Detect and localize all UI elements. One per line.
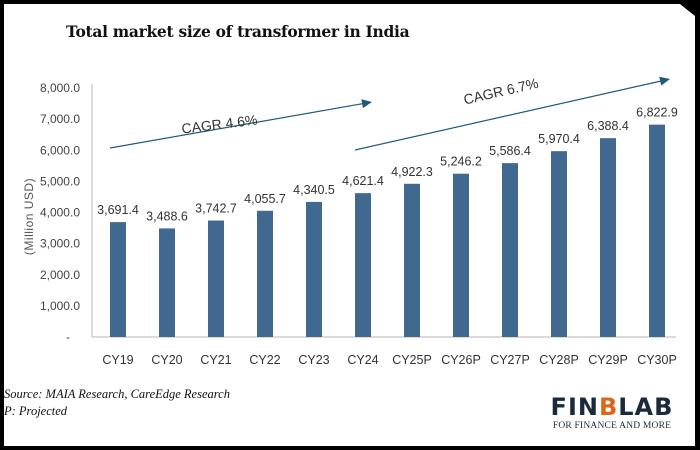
bar <box>355 193 371 337</box>
chart-title: Total market size of transformer in Indi… <box>66 22 410 41</box>
y-tick-label: 8,000.0 <box>40 81 80 95</box>
bar <box>159 228 175 337</box>
bar <box>649 124 665 337</box>
logo-part-lab: LAB <box>618 393 674 421</box>
cagr-arrow-2-line <box>354 79 665 151</box>
bar-value-label: 3,488.6 <box>146 209 188 223</box>
x-tick-label: CY29P <box>588 353 628 367</box>
plot-area: - 1,000.0 2,000.0 3,000.0 4,000.0 5,000.0 6,00… <box>22 75 678 367</box>
bar-value-label: 4,055.7 <box>244 192 286 206</box>
x-tick-label: CY24 <box>347 353 378 367</box>
y-axis-label: (Million USD) <box>22 178 36 255</box>
bar <box>551 151 567 337</box>
source-line: Source: MAIA Research, CareEdge Research <box>4 387 230 401</box>
bar-value-label: 4,621.4 <box>342 174 384 188</box>
y-tick-label: 3,000.0 <box>40 237 80 251</box>
bar <box>600 138 616 337</box>
cagr-arrow-1-head <box>361 99 372 109</box>
logo-wordmark: FINBLAB <box>532 395 692 419</box>
y-tick-label: 7,000.0 <box>40 112 80 126</box>
bar <box>208 220 224 337</box>
chart-panel <box>4 4 695 446</box>
bar-value-label: 4,922.3 <box>391 165 433 179</box>
projected-note: P: Projected <box>4 404 68 418</box>
y-tick-label: 6,000.0 <box>40 143 80 157</box>
x-tick-label: CY30P <box>637 353 677 367</box>
y-tick-label: 4,000.0 <box>40 206 80 220</box>
bar <box>453 173 469 337</box>
bar-value-label: 3,742.7 <box>195 202 237 216</box>
y-tick-label: 5,000.0 <box>40 174 80 188</box>
bar <box>306 201 322 337</box>
x-tick-label: CY26P <box>441 353 481 367</box>
bar-value-label: 6,388.4 <box>587 119 629 133</box>
logo-part-fin: FIN <box>550 393 599 421</box>
bar-value-label: 5,970.4 <box>538 132 580 146</box>
cagr-arrow-2-head <box>659 76 670 86</box>
y-tick-label: - <box>66 330 70 344</box>
x-tick-label: CY22 <box>249 353 280 367</box>
finblab-logo: FINBLAB FOR FINANCE AND MORE <box>532 395 692 431</box>
bar <box>110 222 126 337</box>
cagr-arrow-1-line <box>109 102 367 149</box>
bar <box>257 210 273 337</box>
bar-value-label: 5,246.2 <box>440 155 482 169</box>
x-tick-label: CY25P <box>392 353 432 367</box>
bar-value-label: 6,822.9 <box>636 106 678 120</box>
logo-tagline: FOR FINANCE AND MORE <box>552 421 672 431</box>
x-tick-label: CY20 <box>151 353 182 367</box>
bar-value-label: 4,340.5 <box>293 183 335 197</box>
bar-value-label: 5,586.4 <box>489 144 531 158</box>
x-tick-label: CY19 <box>102 353 133 367</box>
logo-part-b: B <box>598 393 619 421</box>
bar <box>502 163 518 337</box>
source-note: Source: MAIA Research, CareEdge Research… <box>4 386 230 420</box>
y-tick-label: 2,000.0 <box>40 268 80 282</box>
bar <box>404 183 420 337</box>
x-tick-label: CY28P <box>539 353 579 367</box>
x-tick-label: CY23 <box>298 353 329 367</box>
bar-value-label: 3,691.4 <box>97 203 139 217</box>
x-tick-label: CY21 <box>200 353 231 367</box>
x-tick-label: CY27P <box>490 353 530 367</box>
y-tick-label: 1,000.0 <box>40 299 80 313</box>
